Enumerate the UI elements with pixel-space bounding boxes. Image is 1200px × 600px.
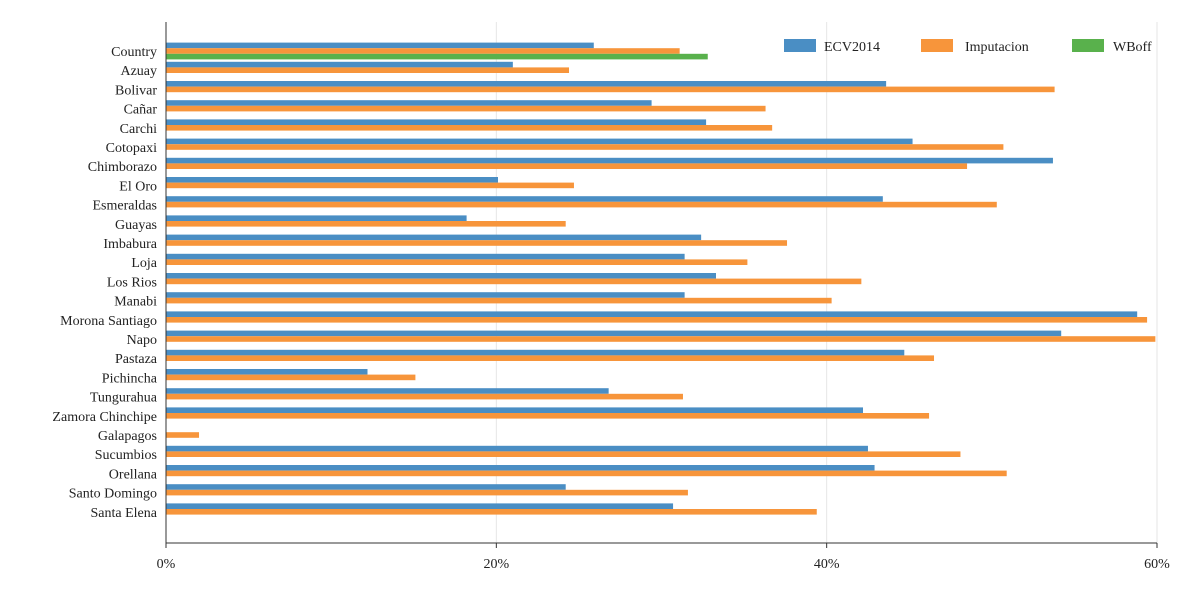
bar-wboff-country	[166, 53, 708, 60]
legend-label-wboff: WBoff	[1113, 40, 1152, 55]
bar-imputacion-napo	[166, 336, 1156, 342]
bar-imputacion-esmeraldas	[166, 201, 997, 208]
bar-imputacion-sucumbios	[166, 451, 961, 457]
category-label: Sucumbios	[95, 448, 157, 463]
bar-imputacion-loja	[166, 259, 748, 265]
bar-ecv2014-pichincha	[166, 369, 368, 375]
bar-imputacion-zamora-chinchipe	[166, 413, 930, 419]
bar-imputacion-chimborazo	[166, 163, 968, 169]
bar-ecv2014-pastaza	[166, 349, 905, 356]
x-tick-label: 0%	[157, 557, 176, 572]
category-label: Loja	[131, 256, 157, 271]
bar-imputacion-santa-elena	[166, 509, 817, 515]
bar-imputacion-cotopaxi	[166, 144, 1004, 150]
category-labels: Country Azuay Bolivar Cañar Carchi Cotopaxi Ch…	[52, 45, 157, 521]
category-label: Esmeraldas	[92, 199, 157, 214]
bar-imputacion-cañar	[166, 105, 766, 112]
bar-imputacion-pastaza	[166, 355, 935, 361]
bar-ecv2014-guayas	[166, 215, 467, 221]
bar-ecv2014-orellana	[166, 465, 875, 471]
category-label: Bolivar	[115, 83, 157, 98]
bar-imputacion-guayas	[166, 221, 566, 227]
category-label: Santo Domingo	[69, 487, 157, 502]
x-tick-label: 20%	[483, 557, 509, 572]
legend-swatch-wboff	[1072, 39, 1104, 52]
category-label: Imbabura	[103, 237, 157, 252]
bar-ecv2014-santo-domingo	[166, 484, 566, 490]
category-label: Azuay	[120, 64, 157, 79]
bar-imputacion-galapagos	[166, 432, 200, 438]
category-label: Manabi	[114, 295, 157, 310]
category-label: Morona Santiago	[60, 314, 157, 329]
bar-imputacion-country	[166, 48, 680, 54]
bar-imputacion-manabi	[166, 297, 832, 304]
bar-imputacion-orellana	[166, 470, 1007, 477]
bar-imputacion-santo-domingo	[166, 489, 688, 496]
bar-ecv2014-chimborazo	[166, 157, 1053, 164]
category-label: Chimborazo	[88, 160, 157, 175]
bar-ecv2014-bolivar	[166, 81, 887, 87]
bar-ecv2014-zamora-chinchipe	[166, 407, 863, 413]
category-label: Pichincha	[102, 371, 158, 386]
bar-imputacion-pichincha	[166, 374, 416, 381]
bar-imputacion-azuay	[166, 67, 570, 73]
category-label: Orellana	[109, 467, 158, 482]
bar-ecv2014-santa-elena	[166, 503, 674, 509]
bar-ecv2014-country	[166, 42, 594, 49]
x-tick-label: 40%	[814, 557, 840, 572]
bar-ecv2014-cañar	[166, 100, 652, 106]
bar-imputacion-tungurahua	[166, 393, 683, 400]
bar-ecv2014-sucumbios	[166, 445, 868, 452]
bar-ecv2014-esmeraldas	[166, 196, 883, 202]
legend-swatch-imputacion	[921, 39, 953, 52]
bar-imputacion-morona-santiago	[166, 317, 1148, 323]
legend-swatch-ecv2014	[784, 39, 816, 52]
bar-imputacion-carchi	[166, 125, 773, 131]
bar-ecv2014-manabi	[166, 292, 685, 298]
bar-ecv2014-azuay	[166, 61, 513, 68]
category-label: Carchi	[120, 122, 157, 137]
bar-ecv2014-morona-santiago	[166, 311, 1138, 317]
legend: ECV2014 Imputacion WBoff	[784, 39, 1152, 55]
category-label: Pastaza	[115, 352, 158, 367]
category-label: Galapagos	[98, 429, 157, 444]
bar-ecv2014-imbabura	[166, 234, 702, 241]
bar-ecv2014-tungurahua	[166, 388, 609, 394]
bar-imputacion-bolivar	[166, 86, 1055, 93]
bar-imputacion-imbabura	[166, 240, 788, 246]
category-label: Santa Elena	[91, 506, 158, 521]
category-label: Zamora Chinchipe	[52, 410, 157, 425]
x-tick-label: 60%	[1144, 557, 1170, 572]
bar-ecv2014-el-oro	[166, 177, 498, 183]
category-label: Napo	[127, 333, 157, 348]
bar-imputacion-el-oro	[166, 182, 574, 189]
category-label: Country	[111, 45, 157, 60]
category-label: El Oro	[119, 179, 157, 194]
category-label: Cotopaxi	[106, 141, 157, 156]
legend-label-ecv2014: ECV2014	[824, 40, 880, 55]
category-label: Tungurahua	[90, 391, 158, 406]
bar-imputacion-los-rios	[166, 278, 862, 285]
bar-ecv2014-los-rios	[166, 273, 716, 279]
bars	[166, 42, 1156, 515]
legend-label-imputacion: Imputacion	[965, 40, 1029, 55]
category-label: Los Rios	[107, 275, 157, 290]
x-axis-ticks: 0% 20% 40% 60%	[157, 543, 1170, 572]
bar-ecv2014-loja	[166, 253, 685, 260]
bar-ecv2014-cotopaxi	[166, 138, 913, 145]
bar-ecv2014-carchi	[166, 119, 707, 125]
category-label: Cañar	[124, 103, 158, 118]
category-label: Guayas	[115, 218, 157, 233]
bar-ecv2014-napo	[166, 330, 1062, 337]
